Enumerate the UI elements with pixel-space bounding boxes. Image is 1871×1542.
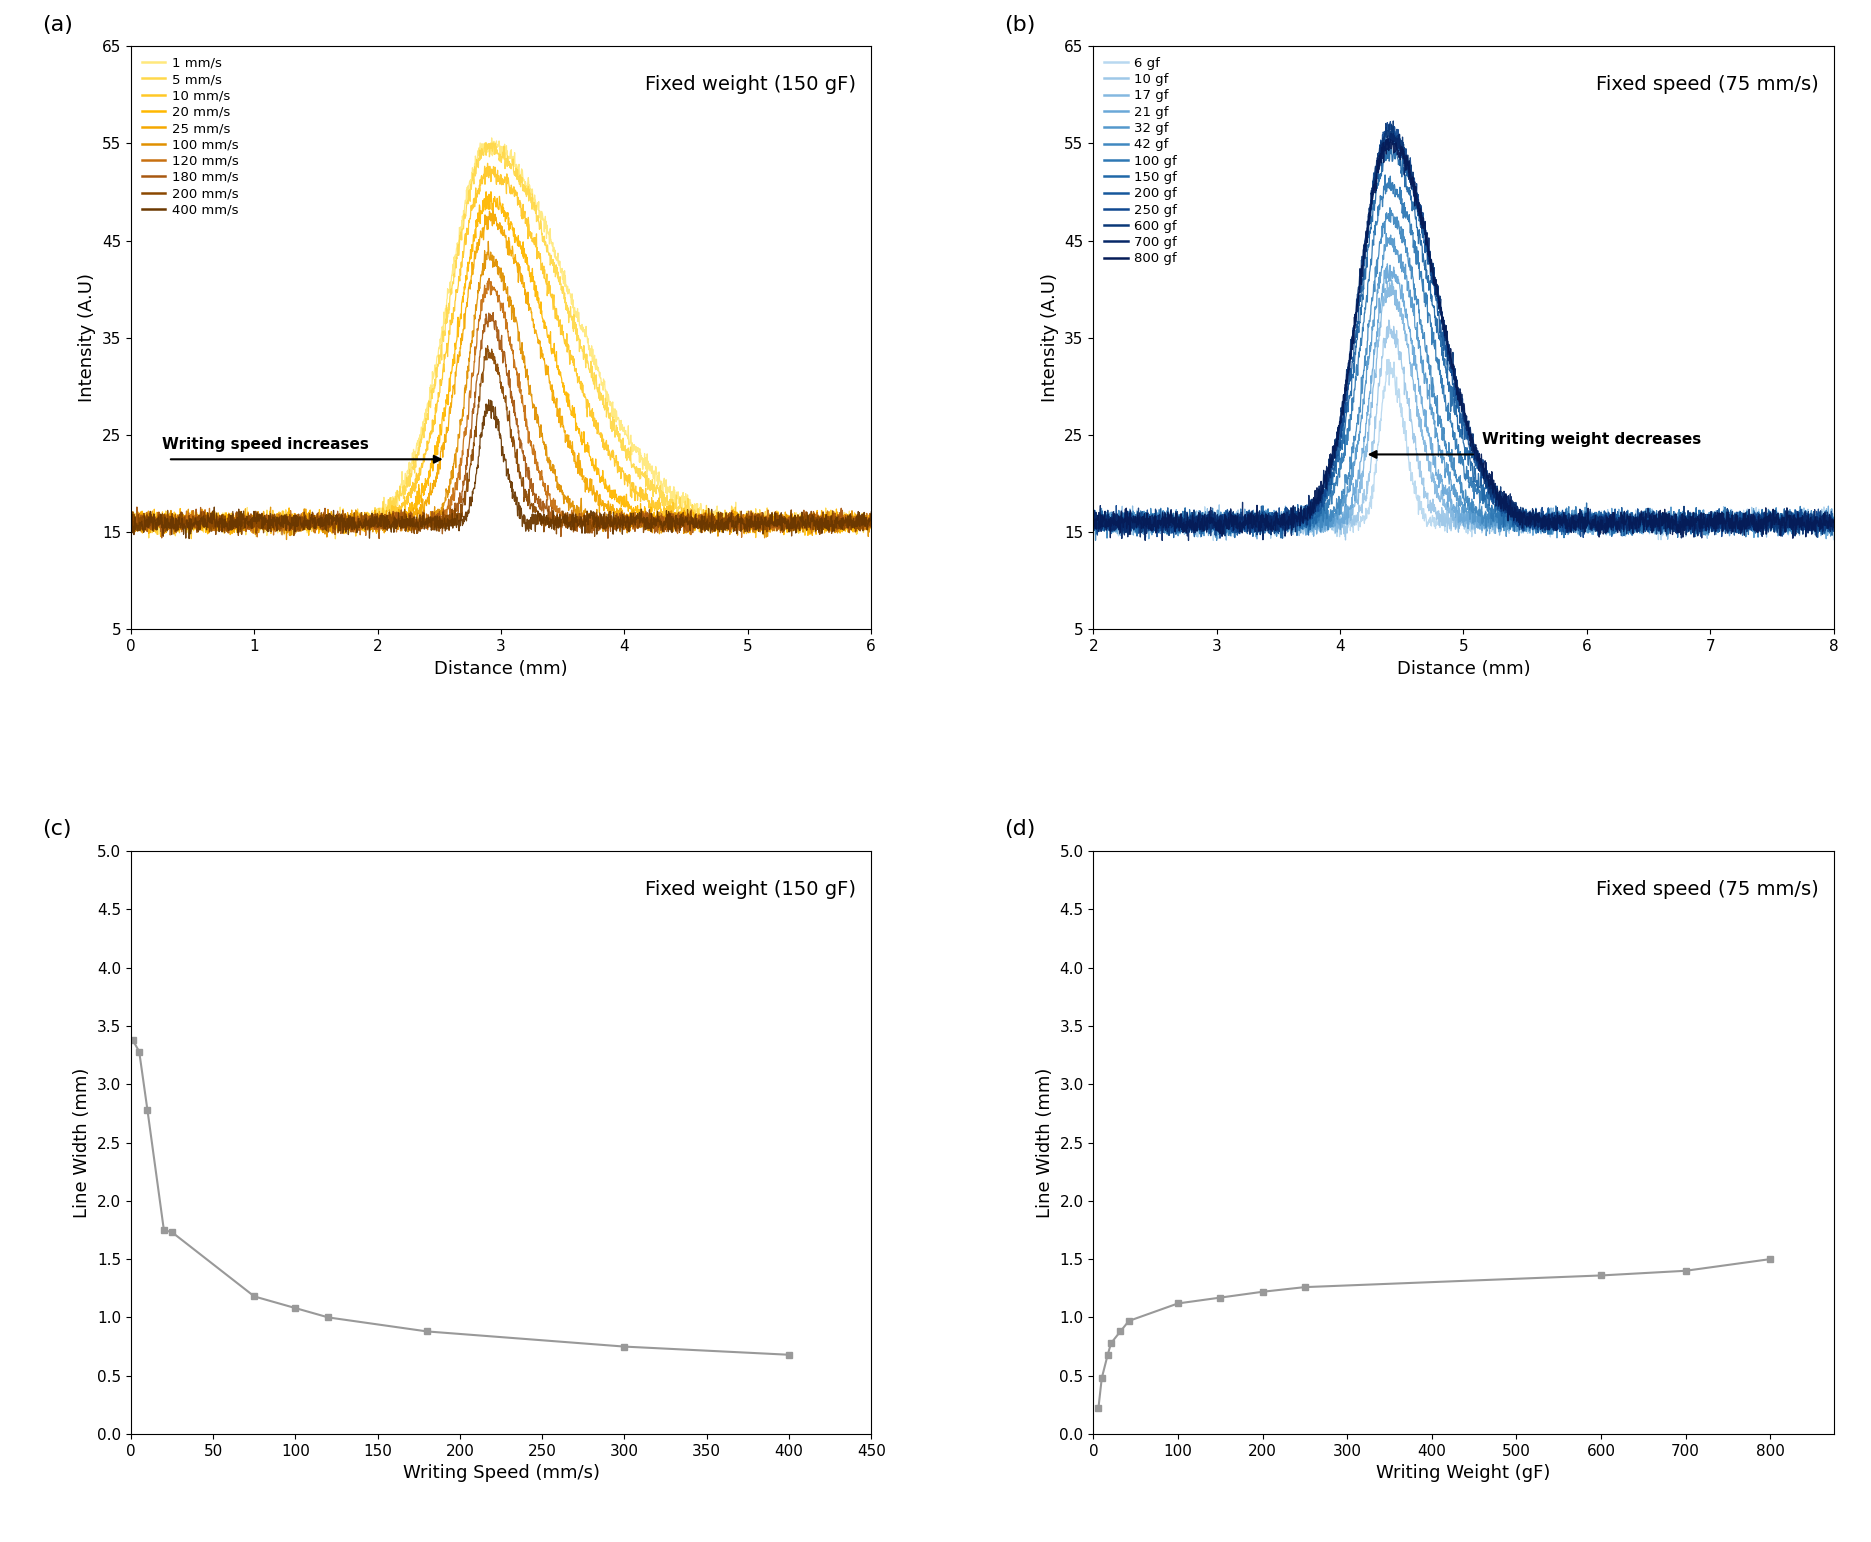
X-axis label: Distance (mm): Distance (mm) <box>1396 660 1530 677</box>
Text: Fixed weight (150 gF): Fixed weight (150 gF) <box>645 76 857 94</box>
Legend: 6 gf, 10 gf, 17 gf, 21 gf, 32 gf, 42 gf, 100 gf, 150 gf, 200 gf, 250 gf, 600 gf,: 6 gf, 10 gf, 17 gf, 21 gf, 32 gf, 42 gf,… <box>1100 52 1181 270</box>
Text: Writing speed increases: Writing speed increases <box>161 436 369 452</box>
Text: Fixed weight (150 gF): Fixed weight (150 gF) <box>645 880 857 899</box>
X-axis label: Distance (mm): Distance (mm) <box>434 660 569 677</box>
Y-axis label: Line Width (mm): Line Width (mm) <box>73 1067 92 1218</box>
Y-axis label: Intensity (A.U): Intensity (A.U) <box>79 273 95 402</box>
Y-axis label: Intensity (A.U): Intensity (A.U) <box>1040 273 1059 402</box>
Text: Fixed speed (75 mm/s): Fixed speed (75 mm/s) <box>1596 880 1819 899</box>
Text: (b): (b) <box>1005 14 1037 34</box>
X-axis label: Writing Weight (gF): Writing Weight (gF) <box>1377 1465 1551 1482</box>
Text: Writing weight decreases: Writing weight decreases <box>1482 432 1701 447</box>
Text: (c): (c) <box>43 819 71 839</box>
X-axis label: Writing Speed (mm/s): Writing Speed (mm/s) <box>402 1465 599 1482</box>
Text: Fixed speed (75 mm/s): Fixed speed (75 mm/s) <box>1596 76 1819 94</box>
Y-axis label: Line Width (mm): Line Width (mm) <box>1037 1067 1053 1218</box>
Text: (d): (d) <box>1005 819 1037 839</box>
Legend: 1 mm/s, 5 mm/s, 10 mm/s, 20 mm/s, 25 mm/s, 100 mm/s, 120 mm/s, 180 mm/s, 200 mm/: 1 mm/s, 5 mm/s, 10 mm/s, 20 mm/s, 25 mm/… <box>138 52 243 221</box>
Text: (a): (a) <box>43 14 73 34</box>
